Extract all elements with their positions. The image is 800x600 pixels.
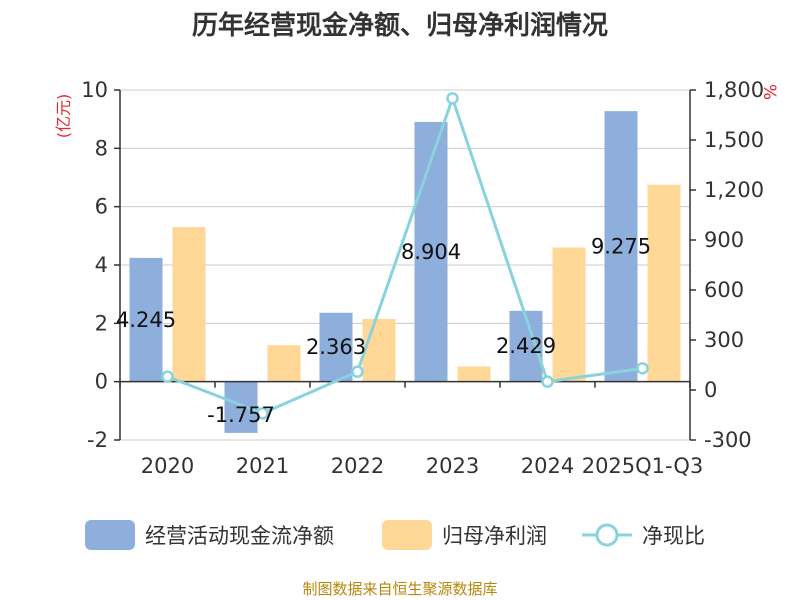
bar-cashflow-0 xyxy=(129,257,163,382)
right-tick-label-0: 1,800 xyxy=(704,78,764,102)
left-tick-label-2: 6 xyxy=(95,195,108,219)
x-tick-label-1: 2021 xyxy=(236,454,289,478)
left-tick-label-4: 2 xyxy=(95,311,108,335)
ratio-point-2 xyxy=(351,365,364,378)
legend: 经营活动现金流净额 归母净利润 净现比 xyxy=(85,520,705,550)
right-tick-label-7: -300 xyxy=(704,428,752,452)
data-label-cashflow-2: 2.363 xyxy=(306,335,366,359)
right-tick-label-1: 1,500 xyxy=(704,128,764,152)
right-axis-unit: % xyxy=(759,84,779,100)
right-tick-label-3: 900 xyxy=(704,228,744,252)
data-labels: 4.245 -1.757 2.363 8.904 2.429 9.275 xyxy=(116,234,651,427)
bar-cashflow-5 xyxy=(604,111,638,382)
left-tick-label-5: 0 xyxy=(95,370,108,394)
bar-netprofit-4 xyxy=(552,247,586,382)
left-tick-label-3: 4 xyxy=(95,253,108,277)
bar-netprofit-3 xyxy=(457,366,491,382)
bar-cashflow-1 xyxy=(224,381,258,433)
line-series xyxy=(161,92,649,420)
left-tick-label-6: -2 xyxy=(87,428,108,452)
x-tick-label-2: 2022 xyxy=(331,454,384,478)
ratio-point-4 xyxy=(541,375,554,388)
bar-series xyxy=(129,111,681,433)
x-tick-label-0: 2020 xyxy=(141,454,194,478)
right-tick-label-6: 0 xyxy=(704,378,717,402)
bar-netprofit-2 xyxy=(362,318,396,382)
x-tick-label-4: 2024 xyxy=(521,454,574,478)
ratio-point-0 xyxy=(161,370,174,383)
right-tick-label-4: 600 xyxy=(704,278,744,302)
left-axis-unit: (亿元) xyxy=(54,94,73,139)
chart-title: 历年经营现金净额、归母净利润情况 xyxy=(192,10,608,41)
bar-cashflow-3 xyxy=(414,121,448,382)
data-label-cashflow-0: 4.245 xyxy=(116,308,176,332)
legend-label-cashflow: 经营活动现金流净额 xyxy=(145,524,334,548)
data-label-cashflow-4: 2.429 xyxy=(496,334,556,358)
ratio-point-3 xyxy=(446,92,459,105)
left-tick-label-1: 8 xyxy=(95,136,108,160)
right-tick-label-2: 1,200 xyxy=(704,178,764,202)
data-label-cashflow-5: 9.275 xyxy=(591,234,651,258)
x-axis-ticks: 2020 2021 2022 2023 2024 2025Q1-Q3 xyxy=(119,381,704,478)
bar-netprofit-5 xyxy=(647,184,681,382)
x-tick-label-5: 2025Q1-Q3 xyxy=(582,454,704,478)
left-tick-label-0: 10 xyxy=(81,78,108,102)
right-tick-label-5: 300 xyxy=(704,328,744,352)
legend-label-ratio: 净现比 xyxy=(642,524,705,548)
ratio-point-1 xyxy=(256,407,269,420)
legend-swatch-netprofit xyxy=(382,520,432,550)
bar-cashflow-2 xyxy=(319,312,353,382)
data-label-cashflow-1: -1.757 xyxy=(207,403,275,427)
left-axis-ticks: 10 8 6 4 2 0 -2 xyxy=(81,78,120,452)
data-label-cashflow-3: 8.904 xyxy=(401,240,461,264)
legend-marker-ratio xyxy=(595,523,619,547)
x-tick-label-3: 2023 xyxy=(426,454,479,478)
ratio-point-5 xyxy=(636,362,649,375)
legend-label-netprofit: 归母净利润 xyxy=(442,524,547,548)
source-note: 制图数据来自恒生聚源数据库 xyxy=(302,580,497,598)
right-axis-ticks: 1,800 1,500 1,200 900 600 300 0 -300 xyxy=(690,78,764,452)
ratio-line xyxy=(166,93,643,415)
legend-swatch-cashflow xyxy=(85,520,135,550)
bar-netprofit-0 xyxy=(172,227,206,382)
bar-netprofit-1 xyxy=(267,345,301,382)
